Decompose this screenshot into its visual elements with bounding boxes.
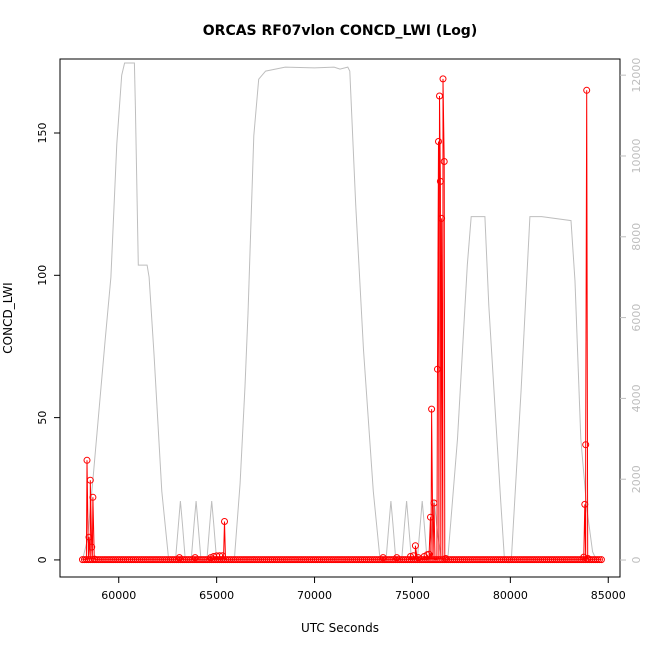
y2-tick-label: 6000 xyxy=(630,304,643,332)
concentration-point xyxy=(595,556,603,564)
y2-tick-label: 8000 xyxy=(630,223,643,251)
y2-tick-label: 2000 xyxy=(630,465,643,493)
concentration-line xyxy=(82,78,602,562)
y-tick-label: 100 xyxy=(36,265,49,286)
concentration-point xyxy=(436,92,443,100)
x-axis: 60000 65000 70000 75000 80000 85000 xyxy=(101,577,626,602)
concentration-point xyxy=(440,158,448,165)
concentration-point xyxy=(221,518,228,525)
concentration-point xyxy=(439,75,447,83)
x-tick-label: 80000 xyxy=(493,589,528,602)
concentration-point xyxy=(85,533,93,541)
y2-tick-label: 12000 xyxy=(630,58,643,93)
concentration-point xyxy=(83,456,91,464)
concentration-point xyxy=(89,493,97,501)
x-tick-label: 85000 xyxy=(591,589,626,602)
concentration-point xyxy=(427,513,434,521)
concentration-points xyxy=(79,75,605,564)
altitude-series xyxy=(82,62,597,561)
concentration-point xyxy=(594,556,601,564)
y-axis-left: 0 50 100 150 xyxy=(36,123,60,563)
concentration-point xyxy=(582,441,590,449)
concentration-point xyxy=(436,177,444,185)
concentration-point xyxy=(88,543,96,551)
concentration-point xyxy=(216,552,224,560)
concentration-point xyxy=(583,86,591,94)
y2-tick-label: 4000 xyxy=(630,384,643,412)
concentration-point xyxy=(434,365,441,373)
y-tick-label: 150 xyxy=(36,123,49,144)
y-axis-label: CONCD_LWI xyxy=(1,282,15,353)
concentration-point xyxy=(428,405,436,413)
concentration-point xyxy=(438,214,446,222)
y2-tick-label: 0 xyxy=(630,557,643,564)
x-axis-label: UTC Seconds xyxy=(301,621,379,635)
altitude-line xyxy=(82,62,597,561)
y-tick-label: 50 xyxy=(36,411,49,425)
concentration-point xyxy=(430,499,438,507)
x-tick-label: 60000 xyxy=(101,589,136,602)
concentration-point xyxy=(442,555,450,562)
plot-frame xyxy=(59,58,621,578)
concentration-point xyxy=(86,476,94,484)
concentration-point xyxy=(435,138,442,145)
y2-tick-label: 10000 xyxy=(630,138,643,173)
chart-title: ORCAS RF07vlon CONCD_LWI (Log) xyxy=(203,23,477,39)
concentration-series xyxy=(82,78,602,562)
x-tick-label: 65000 xyxy=(199,589,234,602)
x-tick-label: 75000 xyxy=(395,589,430,602)
y-axis-right: 0 2000 4000 6000 8000 10000 12000 xyxy=(620,58,643,564)
x-tick-label: 70000 xyxy=(297,589,332,602)
y-tick-label: 0 xyxy=(36,556,49,563)
concentration-point xyxy=(581,500,589,508)
concentration-point xyxy=(411,542,419,550)
concentration-point xyxy=(597,556,605,564)
